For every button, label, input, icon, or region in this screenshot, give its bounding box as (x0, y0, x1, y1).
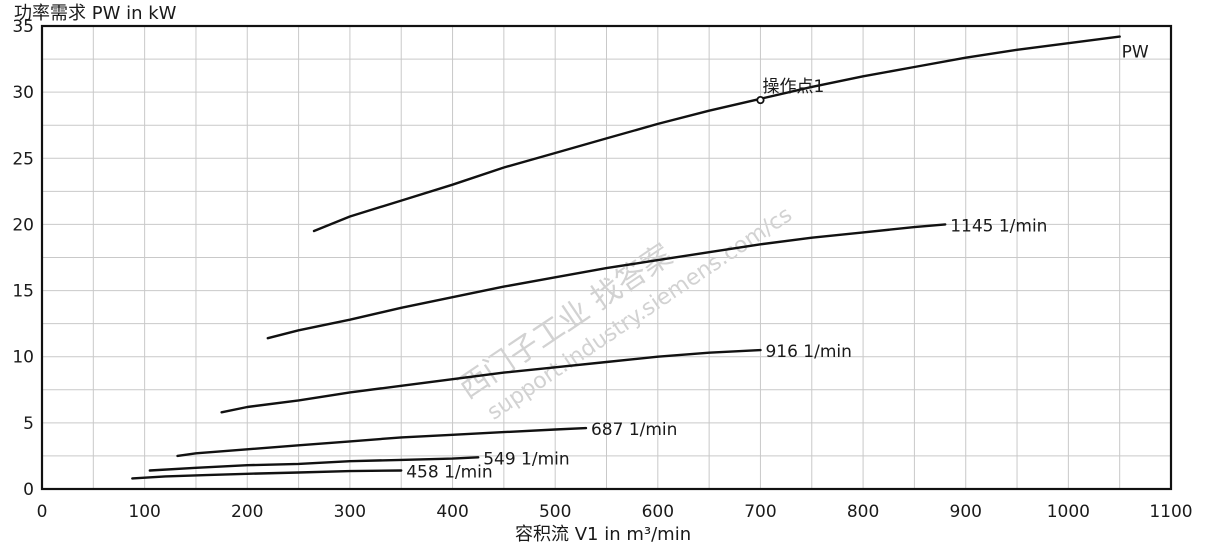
series-line (176, 426, 588, 458)
x-tick-label: 100 (128, 502, 160, 522)
y-tick-label: 35 (12, 17, 34, 37)
x-tick-label: 900 (950, 502, 982, 522)
series-label: PW (1122, 43, 1149, 63)
x-axis-title: 容积流 V1 in m³/min (515, 524, 691, 545)
watermark-url: support.industry.siemens.com/cs (483, 202, 797, 425)
series-line (312, 35, 1121, 233)
y-tick-label: 25 (12, 149, 34, 169)
operating-point-marker (756, 95, 765, 105)
y-tick-label: 30 (12, 83, 34, 103)
x-tick-label: 0 (37, 502, 48, 522)
y-tick-label: 15 (12, 282, 34, 302)
series-line (131, 469, 403, 480)
x-tick-label: 700 (744, 502, 776, 522)
x-tick-label: 1100 (1149, 502, 1192, 522)
y-tick-labels: 0 5 10 15 20 25 30 35 (12, 17, 34, 500)
x-tick-label: 400 (436, 502, 468, 522)
curves (131, 35, 1121, 480)
series-label: 549 1/min (483, 449, 569, 469)
y-tick-label: 10 (12, 348, 34, 368)
y-tick-label: 20 (12, 215, 34, 235)
x-tick-label: 500 (539, 502, 571, 522)
operating-point-label: 操作点1 (762, 77, 824, 97)
x-tick-label: 300 (334, 502, 366, 522)
annotations: 操作点1 (756, 77, 824, 105)
series-line (266, 223, 947, 340)
x-tick-label: 600 (642, 502, 674, 522)
x-tick-labels: 0 100 200 300 400 500 600 700 800 900 1000 1100 (37, 502, 1193, 522)
y-tick-label: 5 (23, 414, 34, 434)
series-label: 458 1/min (406, 462, 492, 482)
series-labels: PW 1145 1/min 916 1/min 687 1/min 549 1/min4… (406, 43, 1149, 483)
series-label: 1145 1/min (950, 216, 1047, 236)
series-label: 687 1/min (591, 420, 677, 440)
y-tick-label: 0 (23, 480, 34, 500)
series-line (148, 456, 480, 472)
x-tick-label: 800 (847, 502, 879, 522)
x-tick-label: 200 (231, 502, 263, 522)
series-line (220, 348, 762, 414)
series-label: 916 1/min (765, 342, 851, 362)
y-axis-title: 功率需求 PW in kW (14, 3, 177, 24)
grid (42, 26, 1171, 489)
x-tick-label: 1000 (1047, 502, 1090, 522)
plot-frame (40, 24, 1173, 491)
